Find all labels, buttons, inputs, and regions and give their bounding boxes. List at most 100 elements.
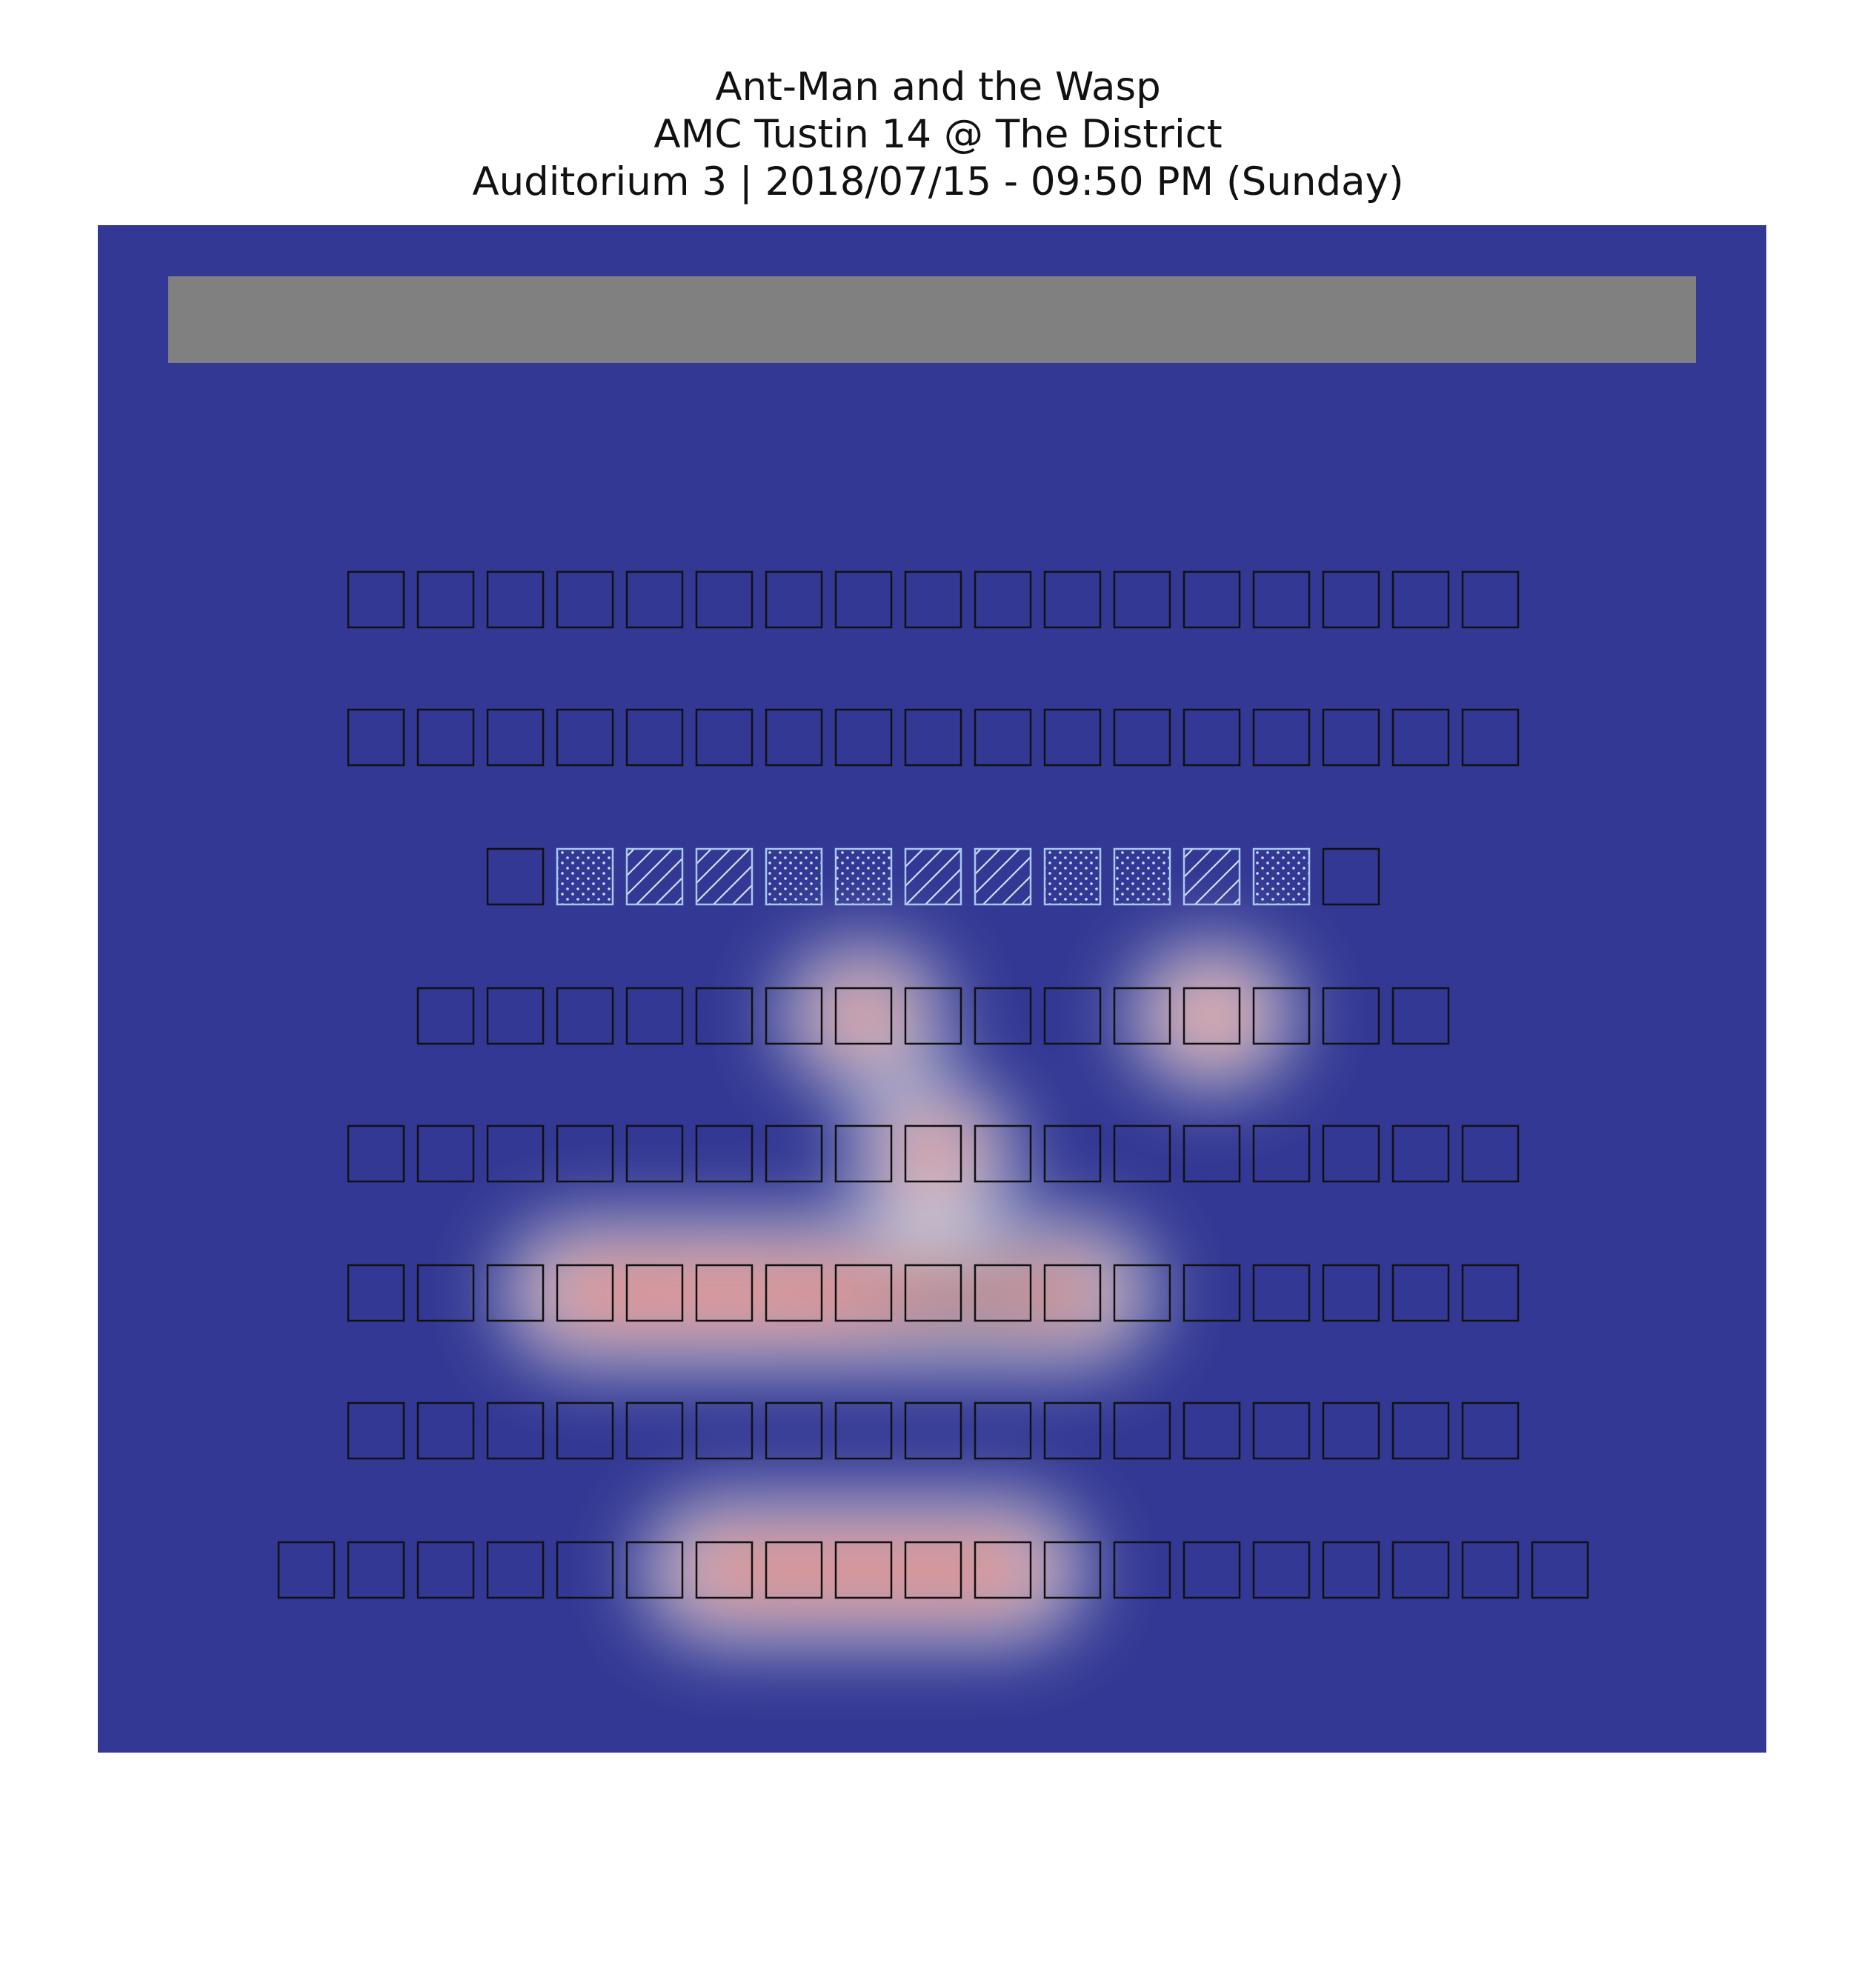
seat-r8-s13 <box>1113 1541 1171 1599</box>
seat-r6-s1 <box>347 1264 405 1322</box>
seat-r6-s9 <box>904 1264 962 1322</box>
seat-r4-s5 <box>695 987 754 1045</box>
seat-r1-s16 <box>1391 570 1450 629</box>
heat-core <box>1026 1257 1119 1329</box>
seat-r7-s5 <box>625 1401 684 1460</box>
seat-r6-s17 <box>1461 1264 1520 1322</box>
heat-core <box>887 1118 979 1190</box>
seat-r8-s14 <box>1183 1541 1241 1599</box>
seat-r6-s3 <box>486 1264 545 1322</box>
seat-r7-s13 <box>1183 1401 1241 1460</box>
heat-core <box>539 1257 631 1329</box>
seat-r7-s7 <box>765 1401 823 1460</box>
seat-r4-s14 <box>1322 987 1380 1045</box>
seat-r6-s6 <box>695 1264 754 1322</box>
seat-r5-s16 <box>1391 1124 1450 1183</box>
seat-r8-s15 <box>1252 1541 1311 1599</box>
seat-r3-s2 <box>556 847 614 906</box>
seat-r7-s8 <box>834 1401 893 1460</box>
seat-r1-s17 <box>1461 570 1520 629</box>
seat-r3-s8 <box>974 847 1032 906</box>
seat-r3-s10 <box>1113 847 1171 906</box>
seat-layer <box>277 570 1589 1599</box>
seat-r5-s4 <box>556 1124 614 1183</box>
seat-r2-s1 <box>347 708 405 767</box>
seat-r4-s13 <box>1252 987 1311 1045</box>
seat-r3-s9 <box>1043 847 1102 906</box>
seat-r2-s4 <box>556 708 614 767</box>
seat-r8-s6 <box>625 1541 684 1599</box>
seat-r7-s9 <box>904 1401 962 1460</box>
seat-r6-s16 <box>1391 1264 1450 1322</box>
seat-r5-s7 <box>765 1124 823 1183</box>
seat-r2-s8 <box>834 708 893 767</box>
seat-r3-s6 <box>834 847 893 906</box>
seat-r5-s15 <box>1322 1124 1380 1183</box>
seat-r1-s10 <box>974 570 1032 629</box>
heat-layer <box>507 947 1290 1639</box>
seat-r6-s4 <box>556 1264 614 1322</box>
seat-r6-s5 <box>625 1264 684 1322</box>
seat-r6-s2 <box>416 1264 475 1322</box>
seat-r2-s5 <box>625 708 684 767</box>
seat-r7-s15 <box>1322 1401 1380 1460</box>
seat-r7-s16 <box>1391 1401 1450 1460</box>
seat-r8-s16 <box>1322 1541 1380 1599</box>
seat-r7-s14 <box>1252 1401 1311 1460</box>
heat-core <box>817 1257 910 1329</box>
heat-core <box>748 1257 840 1329</box>
seat-r5-s14 <box>1252 1124 1311 1183</box>
seat-r2-s2 <box>416 708 475 767</box>
heat-core <box>887 1534 979 1606</box>
seat-r3-s1 <box>486 847 545 906</box>
seat-r7-s12 <box>1113 1401 1171 1460</box>
seat-r3-s12 <box>1252 847 1311 906</box>
seat-r2-s7 <box>765 708 823 767</box>
seat-r7-s10 <box>974 1401 1032 1460</box>
seat-r5-s8 <box>834 1124 893 1183</box>
seat-r3-s4 <box>695 847 754 906</box>
heat-core <box>748 1534 840 1606</box>
seat-r2-s14 <box>1252 708 1311 767</box>
seat-r8-s3 <box>416 1541 475 1599</box>
seat-r2-s9 <box>904 708 962 767</box>
title-line-movie: Ant-Man and the Wasp <box>715 64 1161 110</box>
seat-r8-s2 <box>347 1541 405 1599</box>
seat-r5-s12 <box>1113 1124 1171 1183</box>
seat-r1-s5 <box>625 570 684 629</box>
seat-r2-s3 <box>486 708 545 767</box>
seat-r3-s7 <box>904 847 962 906</box>
seat-r5-s3 <box>486 1124 545 1183</box>
screen-bar <box>168 276 1696 363</box>
seat-r3-s3 <box>625 847 684 906</box>
seat-r6-s13 <box>1183 1264 1241 1322</box>
seat-r8-s8 <box>765 1541 823 1599</box>
heat-core <box>608 1257 701 1329</box>
seat-r8-s5 <box>556 1541 614 1599</box>
seat-r1-s6 <box>695 570 754 629</box>
seat-r5-s17 <box>1461 1124 1520 1183</box>
seat-r1-s2 <box>416 570 475 629</box>
heat-core <box>1165 980 1258 1052</box>
seat-r1-s3 <box>486 570 545 629</box>
seat-r2-s13 <box>1183 708 1241 767</box>
seat-r8-s1 <box>277 1541 336 1599</box>
seat-r6-s8 <box>834 1264 893 1322</box>
heat-core <box>817 1534 910 1606</box>
seat-r6-s12 <box>1113 1264 1171 1322</box>
seat-r5-s10 <box>974 1124 1032 1183</box>
seat-r1-s15 <box>1322 570 1380 629</box>
heat-core <box>957 1534 1049 1606</box>
seat-r1-s8 <box>834 570 893 629</box>
seat-r5-s5 <box>625 1124 684 1183</box>
seat-r3-s5 <box>765 847 823 906</box>
seat-r1-s11 <box>1043 570 1102 629</box>
seat-r2-s15 <box>1322 708 1380 767</box>
seat-r8-s9 <box>834 1541 893 1599</box>
seat-r1-s1 <box>347 570 405 629</box>
seat-r7-s4 <box>556 1401 614 1460</box>
seat-r4-s12 <box>1183 987 1241 1045</box>
seat-r7-s2 <box>416 1401 475 1460</box>
seat-r1-s13 <box>1183 570 1241 629</box>
seat-r4-s9 <box>974 987 1032 1045</box>
